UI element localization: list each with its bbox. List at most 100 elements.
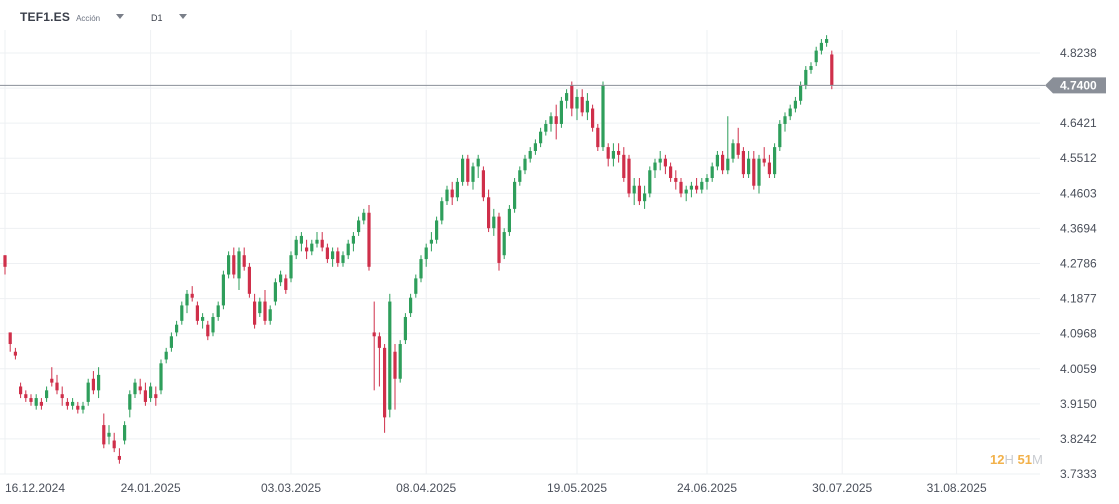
candle-body xyxy=(773,147,777,175)
candle-body xyxy=(143,390,147,402)
symbol-name: TEF1.ES xyxy=(20,10,71,24)
candle-body xyxy=(778,123,782,148)
candle xyxy=(429,232,433,252)
candle-body xyxy=(492,216,496,229)
candle-body xyxy=(123,425,127,441)
candle-body xyxy=(159,363,163,391)
candle xyxy=(3,255,7,275)
candle xyxy=(591,104,595,132)
candle xyxy=(507,205,511,236)
countdown-hours: 12 xyxy=(990,452,1005,467)
candle xyxy=(206,320,210,341)
candle-body xyxy=(206,324,210,337)
candle xyxy=(648,166,652,198)
candle xyxy=(461,154,465,186)
candle-body xyxy=(565,93,569,101)
candle xyxy=(523,154,527,175)
candle-body xyxy=(13,351,17,356)
candle-body xyxy=(227,255,231,275)
candle xyxy=(518,166,522,186)
candle xyxy=(112,432,116,453)
candle-body xyxy=(50,378,54,383)
candle xyxy=(627,154,631,198)
candle-body xyxy=(284,278,288,290)
candle-body xyxy=(128,394,132,410)
candle xyxy=(175,320,179,337)
chevron-down-icon xyxy=(178,14,187,19)
candle-body xyxy=(715,154,719,167)
candle-body xyxy=(429,239,433,244)
candle-body xyxy=(8,332,12,345)
candle xyxy=(143,382,147,406)
y-tick-label: 4.0059 xyxy=(1060,362,1097,376)
candle-body xyxy=(658,158,662,163)
candle xyxy=(762,147,766,167)
candle xyxy=(783,112,787,132)
candle xyxy=(747,150,751,179)
candle-body xyxy=(674,178,678,182)
candle-body xyxy=(570,85,574,109)
candle xyxy=(570,81,574,117)
candle-body xyxy=(554,116,558,124)
y-tick-label: 3.7333 xyxy=(1060,467,1097,481)
candle xyxy=(341,251,345,267)
candle xyxy=(159,359,163,395)
symbol-selector[interactable]: TEF1.ES Acción xyxy=(20,10,125,24)
candle xyxy=(76,401,80,414)
candle-body xyxy=(310,243,314,252)
candle-body xyxy=(299,235,303,244)
candle-body xyxy=(804,69,808,86)
x-axis: 16.12.2024 24.01.2025 03.03.2025 08.04.2025… xyxy=(5,481,987,495)
candle-body xyxy=(117,455,121,460)
candle xyxy=(487,189,491,233)
candle-body xyxy=(201,316,205,321)
timeframe-selector[interactable]: D1 xyxy=(151,13,187,23)
candle xyxy=(414,274,418,298)
candle xyxy=(492,208,496,236)
candle xyxy=(819,39,823,55)
candle xyxy=(19,382,23,399)
candle-body xyxy=(29,398,33,402)
candle xyxy=(149,382,153,402)
candle xyxy=(669,162,673,182)
candle xyxy=(419,255,423,283)
x-tick-label: 30.07.2025 xyxy=(812,481,872,495)
candle xyxy=(580,89,584,117)
candle-body xyxy=(388,301,392,410)
candle-body xyxy=(242,255,246,267)
candle xyxy=(575,89,579,121)
candle xyxy=(773,143,777,179)
candle-body xyxy=(591,108,595,128)
candle-body xyxy=(273,282,277,302)
candle-body xyxy=(341,255,345,263)
candle xyxy=(705,174,709,190)
y-axis: 4.8238 4.6421 4.5512 4.4603 4.3694 4.2786 4.18… xyxy=(1060,46,1097,481)
y-tick-label: 3.8242 xyxy=(1060,432,1097,446)
candle-body xyxy=(767,162,771,175)
candle-body xyxy=(518,170,522,182)
candle-body xyxy=(544,123,548,132)
candle xyxy=(721,150,725,175)
candle xyxy=(45,386,49,402)
candle xyxy=(71,398,75,410)
candle-body xyxy=(575,96,579,109)
candle-body xyxy=(611,150,615,159)
candle-body xyxy=(289,255,293,279)
candle xyxy=(128,390,132,418)
candle xyxy=(684,185,688,202)
candle-body xyxy=(175,324,179,333)
candle xyxy=(357,216,361,236)
candle-body xyxy=(471,166,475,182)
countdown-minutes: 51 xyxy=(1017,452,1032,467)
candle xyxy=(29,394,33,406)
candle-body xyxy=(627,158,631,194)
candle-body xyxy=(112,440,116,449)
candle xyxy=(39,398,43,410)
candle xyxy=(138,378,142,395)
candle-body xyxy=(55,382,59,391)
candle xyxy=(279,270,283,287)
x-tick-label: 16.12.2024 xyxy=(5,481,65,495)
candle-body xyxy=(507,208,511,233)
candle xyxy=(825,35,829,47)
